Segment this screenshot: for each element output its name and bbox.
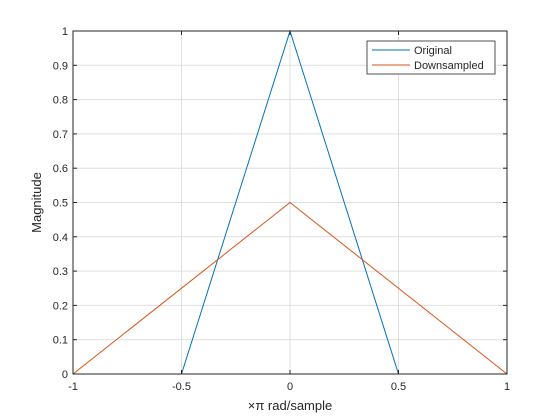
y-tick-label: 0 (62, 369, 68, 381)
y-tick-label: 0.7 (53, 129, 68, 141)
x-tick-label: 1 (504, 381, 510, 393)
y-tick-label: 0.4 (53, 232, 68, 244)
x-tick-label: -0.5 (172, 381, 191, 393)
x-tick-label: 0 (287, 381, 293, 393)
y-axis-label: Magnitude (29, 172, 44, 233)
y-tick-label: 0.3 (53, 266, 68, 278)
series-line-downsampled (72, 201, 508, 375)
y-tick-label: 0.6 (53, 163, 68, 175)
legend: Original Downsampled (366, 40, 496, 75)
x-ticks: -1 -0.5 0 0.5 1 (68, 31, 510, 393)
legend-label-downsampled: Downsampled (414, 60, 484, 72)
y-tick-label: 0.5 (53, 198, 68, 210)
y-tick-label: 0.8 (53, 95, 68, 107)
legend-label-original: Original (414, 45, 452, 57)
x-tick-label: 0.5 (391, 381, 406, 393)
x-axis-label: ×π rad/sample (248, 398, 332, 413)
y-tick-label: 1 (62, 26, 68, 38)
y-tick-label: 0.2 (53, 300, 68, 312)
y-tick-label: 0.9 (53, 60, 68, 72)
y-tick-label: 0.1 (53, 335, 68, 347)
legend-box (366, 40, 496, 75)
y-ticks: 0 0.1 0.2 0.3 0.4 0.5 0.6 0.7 0.8 0.9 1 (53, 26, 507, 381)
x-tick-label: -1 (68, 381, 78, 393)
